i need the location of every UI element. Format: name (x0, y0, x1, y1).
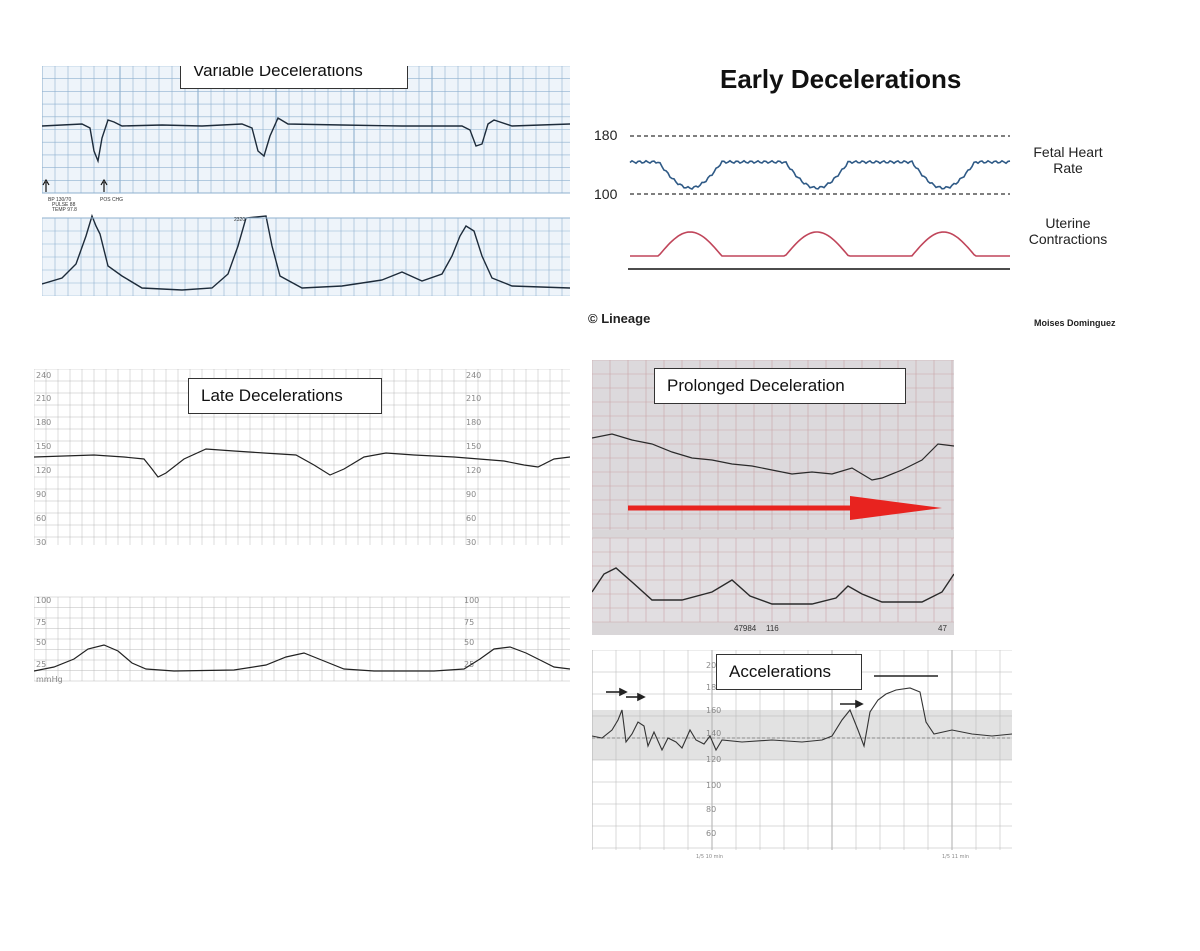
late-decelerations-panel: 240 210 180 150 120 90 60 30 240 210 180… (34, 369, 570, 684)
prolonged-footer-right: 47 (938, 624, 947, 633)
position-change-annotation: POS CHG (100, 197, 123, 203)
lineage-credit: © Lineage (588, 311, 651, 326)
late-decelerations-strip: 240 210 180 150 120 90 60 30 240 210 180… (34, 369, 570, 684)
acc-tick-180: 180 (706, 683, 721, 692)
svg-text:50: 50 (464, 638, 474, 647)
tick-240: 240 (36, 371, 51, 380)
bp-annotation: BP 130/70 (48, 197, 71, 203)
acc-tick-100: 100 (706, 781, 721, 790)
uc-unit-label: mmHg (36, 675, 63, 684)
late-uc-ticks: 100 75 50 25 100 75 50 25 mmHg (36, 596, 479, 684)
duration-arrow-head (850, 496, 942, 520)
prolonged-footer-mid: 116 (766, 624, 779, 633)
uc-series-label: Uterine Contractions (1028, 215, 1108, 247)
variable-decelerations-label: Variable Decelerations (180, 66, 408, 89)
prolonged-deceleration-panel: 47984 116 47 Prolonged Deceleration (592, 360, 954, 635)
svg-text:25: 25 (464, 660, 474, 669)
accel-ticks: 200 180 160 140 120 100 80 60 (706, 661, 721, 838)
uc-tick-50: 50 (36, 638, 46, 647)
prolonged-uc-trace (592, 567, 954, 605)
uc-tick-75: 75 (36, 618, 46, 627)
tick-90: 90 (36, 490, 46, 499)
svg-text:150: 150 (466, 442, 481, 451)
early-fhr-curve (629, 159, 1011, 190)
event-arrow-1 (42, 178, 50, 192)
time-annotation: 2320 (234, 217, 245, 223)
acc-tick-60: 60 (706, 829, 716, 838)
accelerations-fhr-trace (592, 687, 1012, 752)
acc-tick-120: 120 (706, 755, 721, 764)
svg-text:240: 240 (466, 371, 481, 380)
svg-text:75: 75 (464, 618, 474, 627)
variable-decelerations-strip: BP 130/70 PULSE 88 TEMP 97.8 POS CHG 232… (42, 66, 570, 296)
accelerations-label: Accelerations (716, 654, 862, 690)
late-uc-trace (34, 644, 570, 672)
pulse-annotation: PULSE 88 (52, 202, 76, 208)
tick-120: 120 (36, 466, 51, 475)
acc-tick-80: 80 (706, 805, 716, 814)
svg-text:30: 30 (466, 538, 476, 547)
svg-text:210: 210 (466, 394, 481, 403)
author-credit: Moises Dominguez (1034, 318, 1116, 328)
time-label-left: 1/5 10 min (696, 854, 723, 860)
fhr-axis-high-label: 180 (594, 127, 618, 143)
svg-text:60: 60 (466, 514, 476, 523)
tick-180: 180 (36, 418, 51, 427)
acc-tick-140: 140 (706, 729, 721, 738)
prolonged-deceleration-label: Prolonged Deceleration (654, 368, 906, 404)
late-fhr-ticks-left: 240 210 180 150 120 90 60 30 (36, 371, 51, 547)
prolonged-footer-left: 47984 (734, 624, 757, 633)
late-fhr-ticks-right: 240 210 180 150 120 90 60 30 (466, 371, 481, 547)
svg-text:100: 100 (464, 596, 479, 605)
svg-text:90: 90 (466, 490, 476, 499)
acceleration-arrows (606, 675, 938, 709)
variable-fhr-trace (42, 116, 570, 164)
early-decelerations-title: Early Decelerations (720, 64, 962, 94)
event-arrow-2 (100, 178, 108, 192)
temp-annotation: TEMP 97.8 (52, 207, 77, 213)
svg-text:180: 180 (466, 418, 481, 427)
tick-60: 60 (36, 514, 46, 523)
time-label-right: 1/5 11 min (942, 854, 969, 860)
normal-range-band (592, 710, 1012, 760)
prolonged-fhr-trace (592, 433, 954, 481)
tick-150: 150 (36, 442, 51, 451)
svg-text:120: 120 (466, 466, 481, 475)
fhr-axis-low-label: 100 (594, 186, 618, 202)
variable-uc-trace (42, 213, 570, 291)
acc-tick-200: 200 (706, 661, 721, 670)
early-decelerations-diagram (628, 135, 1011, 270)
uc-tick-25: 25 (36, 660, 46, 669)
tick-210: 210 (36, 394, 51, 403)
accelerations-panel: 200 180 160 140 120 100 80 60 1/5 10 min… (592, 650, 1012, 862)
late-fhr-trace (34, 448, 570, 478)
acc-tick-160: 160 (706, 706, 721, 715)
late-decelerations-label: Late Decelerations (188, 378, 382, 414)
variable-decelerations-panel: BP 130/70 PULSE 88 TEMP 97.8 POS CHG 232… (42, 66, 570, 296)
uc-tick-100: 100 (36, 596, 51, 605)
fhr-series-label: Fetal Heart Rate (1033, 144, 1103, 176)
tick-30: 30 (36, 538, 46, 547)
early-uc-curve (630, 231, 1010, 257)
